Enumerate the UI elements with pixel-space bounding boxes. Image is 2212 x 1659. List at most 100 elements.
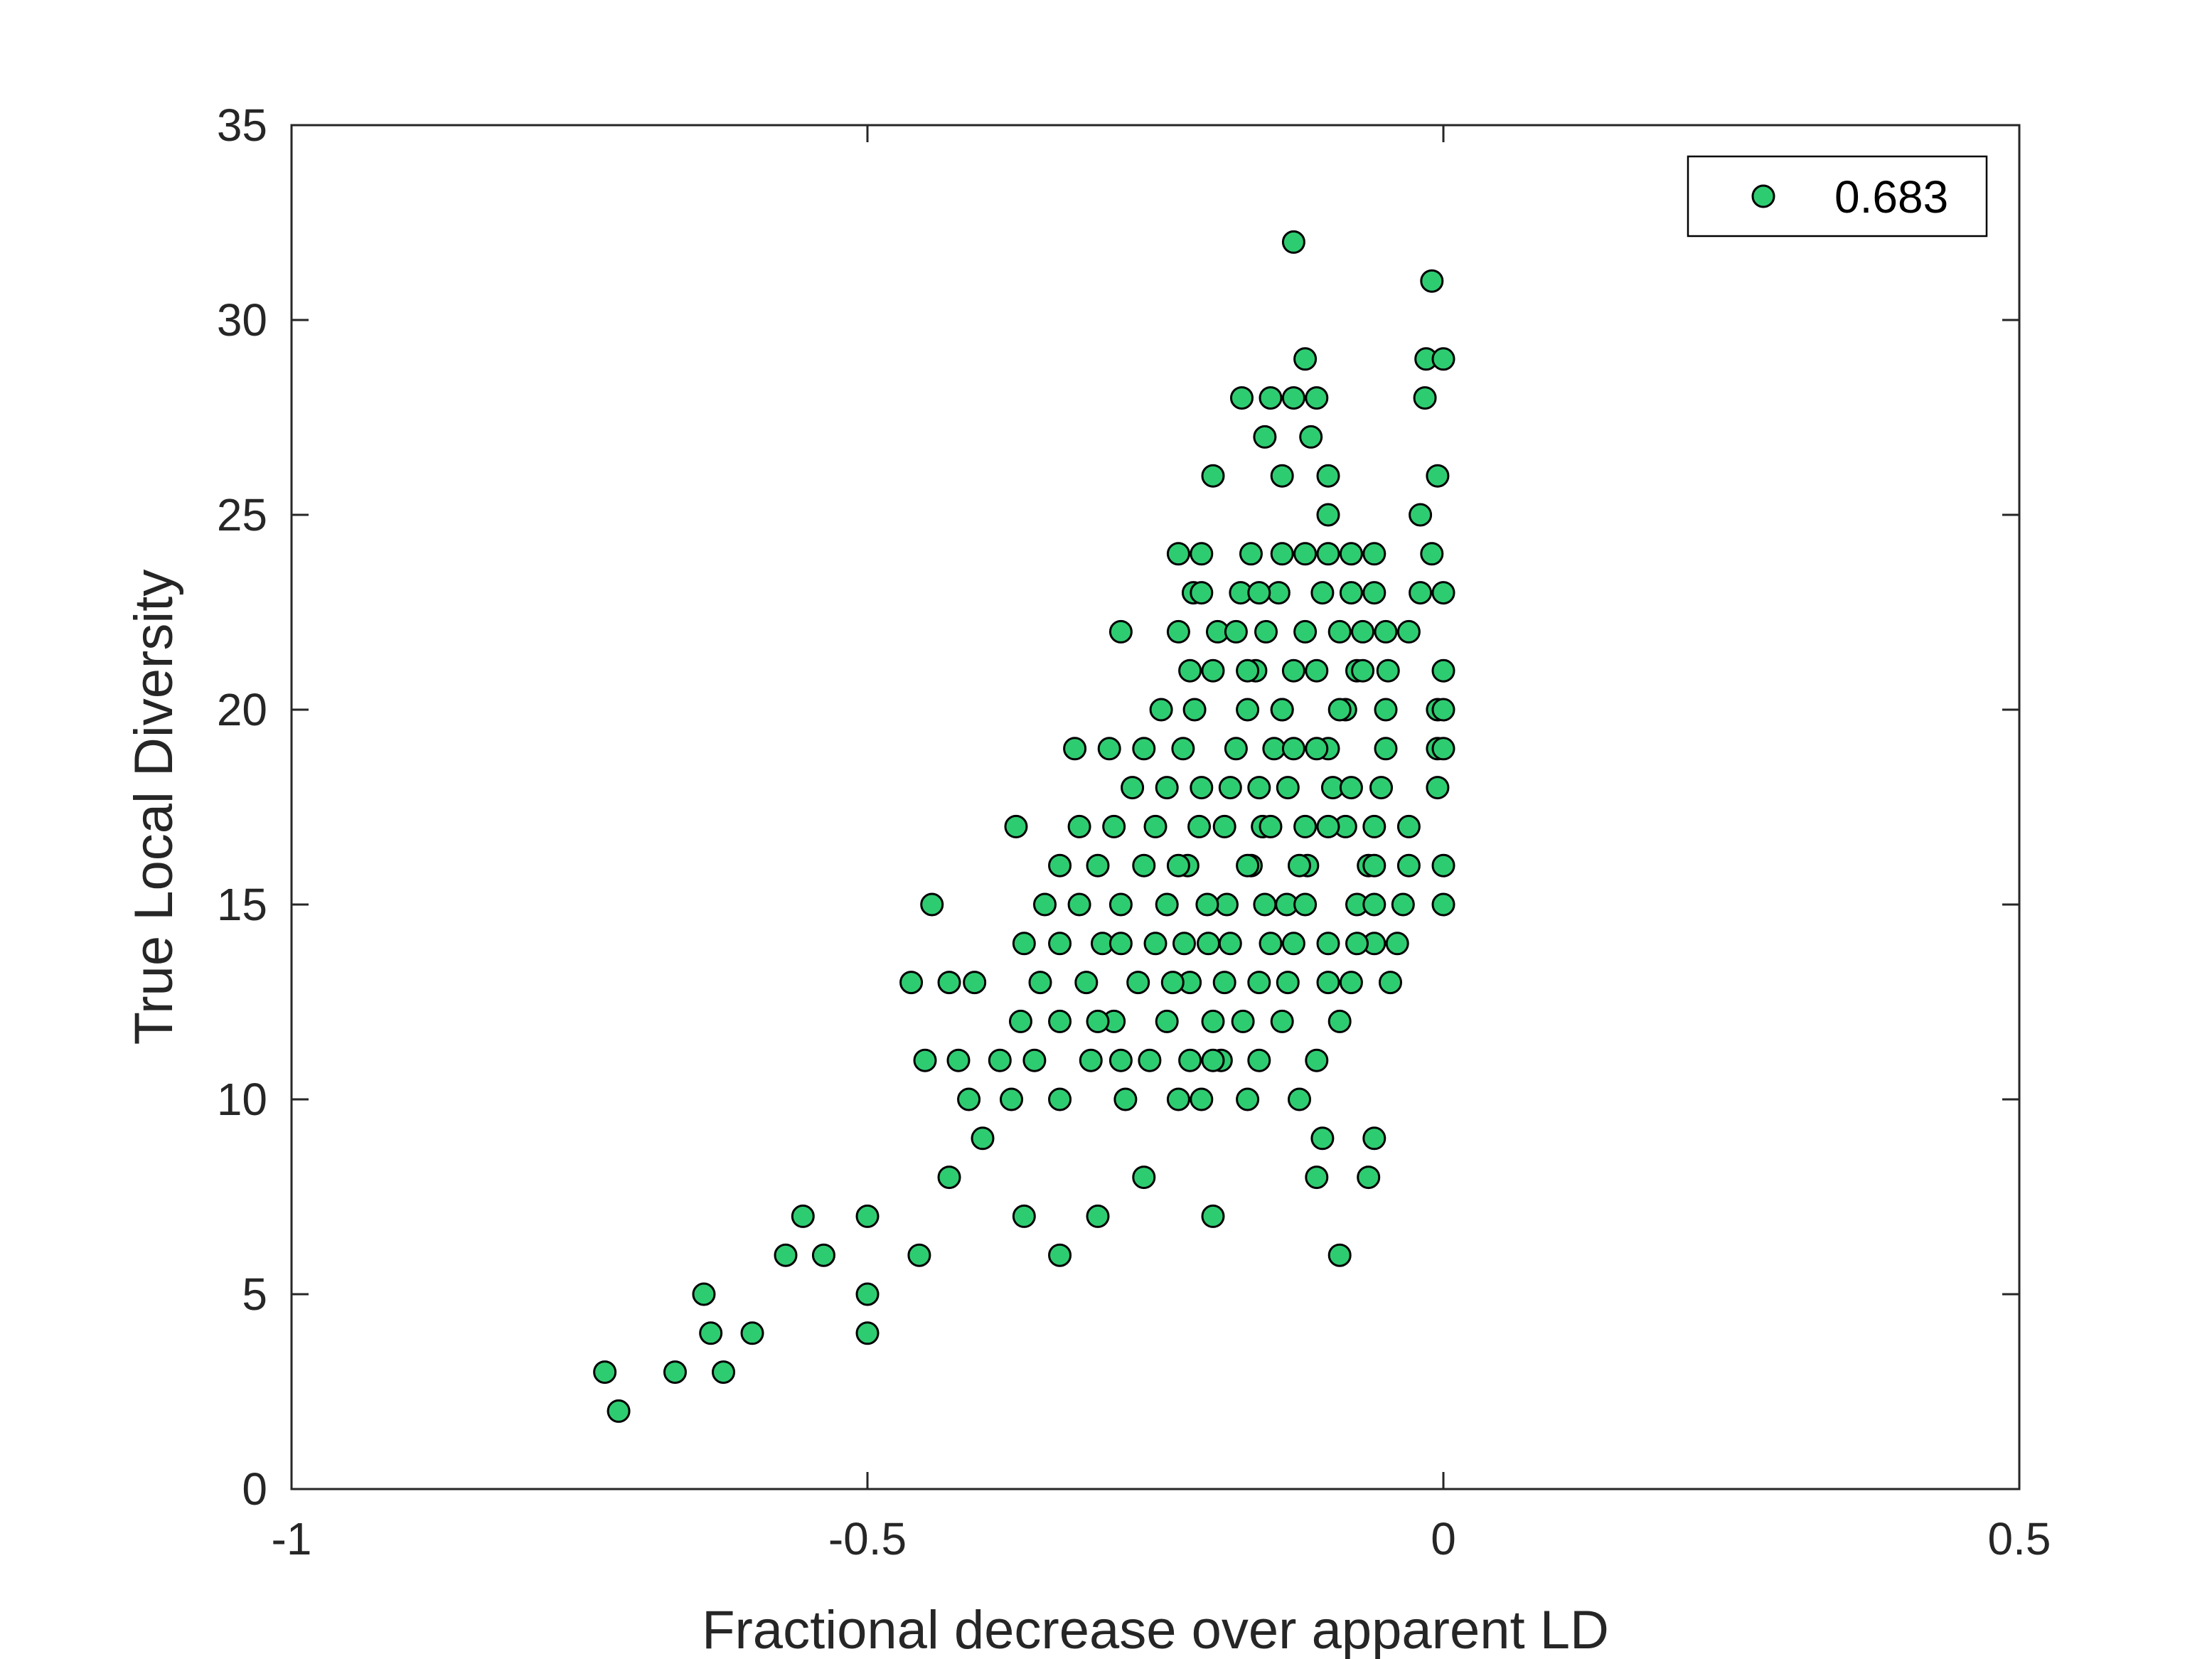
data-point [1012, 1204, 1036, 1228]
data-point [1253, 425, 1277, 449]
data-point [1171, 737, 1195, 761]
y-tick-label: 15 [217, 879, 267, 930]
data-point [1187, 814, 1212, 838]
data-point [1236, 658, 1260, 683]
data-point [1426, 464, 1450, 488]
data-point [1396, 814, 1421, 838]
data-point [1259, 386, 1283, 410]
data-point [1345, 932, 1369, 956]
data-point [1281, 230, 1305, 254]
axis-ticks: -1 -0.5 0 0.5 0 5 10 15 20 25 30 35 [217, 100, 2051, 1564]
data-point [1374, 737, 1398, 761]
data-point [1270, 1009, 1294, 1033]
data-point [1166, 619, 1190, 644]
data-point [1067, 814, 1091, 838]
data-point [1086, 1009, 1110, 1033]
x-tick-label: 0 [1431, 1513, 1456, 1564]
data-point [1316, 464, 1340, 488]
data-point [1004, 814, 1028, 838]
data-point [811, 1243, 835, 1267]
data-point [1270, 542, 1294, 566]
data-point [1293, 892, 1318, 917]
data-point [1420, 542, 1444, 566]
data-point [1253, 892, 1277, 917]
data-point [1391, 892, 1415, 917]
data-point [1212, 814, 1236, 838]
data-point [1012, 932, 1036, 956]
data-point [1327, 1009, 1352, 1033]
data-point [1351, 619, 1375, 644]
y-tick-label: 35 [217, 100, 267, 151]
plot-area [290, 124, 2021, 1490]
data-points [593, 230, 1455, 1423]
data-point [1396, 853, 1421, 877]
data-point [1339, 971, 1363, 995]
data-point [1385, 932, 1409, 956]
data-point [988, 1048, 1012, 1072]
data-point [1247, 971, 1271, 995]
data-point [1374, 698, 1398, 722]
data-point [1281, 737, 1305, 761]
data-point [1431, 892, 1455, 917]
data-point [1008, 1009, 1032, 1033]
data-point [1316, 542, 1340, 566]
data-point [1086, 1204, 1110, 1228]
data-point [1166, 853, 1190, 877]
data-point [1362, 542, 1386, 566]
data-point [1327, 698, 1352, 722]
data-point [937, 1165, 961, 1190]
data-point [1362, 853, 1386, 877]
data-point [1108, 892, 1133, 917]
data-point [1172, 932, 1196, 956]
data-point [957, 1087, 981, 1111]
data-point [1276, 971, 1300, 995]
data-point [1182, 698, 1207, 722]
data-point [1426, 776, 1450, 800]
data-point [1190, 776, 1214, 800]
data-point [1224, 619, 1248, 644]
data-point [971, 1126, 995, 1151]
data-point [607, 1399, 631, 1423]
data-point [1048, 853, 1072, 877]
data-point [1212, 971, 1236, 995]
legend-label: 0.683 [1834, 171, 1948, 223]
data-point [1231, 1009, 1255, 1033]
data-point [699, 1321, 723, 1345]
data-point [1132, 1165, 1156, 1190]
data-point [1431, 347, 1455, 371]
data-point [1247, 581, 1271, 605]
y-tick-label: 5 [242, 1269, 267, 1320]
x-tick-label: 0.5 [1988, 1513, 2051, 1564]
data-point [1190, 1087, 1214, 1111]
data-point [1048, 1243, 1072, 1267]
data-point [1316, 932, 1340, 956]
data-point [1236, 1087, 1260, 1111]
data-point [1166, 542, 1190, 566]
data-point [1113, 1087, 1138, 1111]
data-point [1201, 1048, 1225, 1072]
data-point [1063, 737, 1087, 761]
data-point [1230, 386, 1254, 410]
data-point [1305, 737, 1329, 761]
x-axis-label: Fractional decrease over apparent LD [702, 1600, 1609, 1659]
data-point [1259, 814, 1283, 838]
data-point [1351, 658, 1375, 683]
legend-box [1687, 155, 1988, 238]
data-point [1281, 932, 1305, 956]
data-point [1149, 698, 1173, 722]
data-point [946, 1048, 971, 1072]
data-point [937, 971, 961, 995]
data-point [1431, 853, 1455, 877]
data-point [1178, 1048, 1202, 1072]
data-point [740, 1321, 764, 1345]
y-tick-label: 10 [217, 1074, 267, 1125]
data-point [913, 1048, 937, 1072]
data-point [1218, 932, 1242, 956]
data-point [1281, 386, 1305, 410]
data-point [1420, 269, 1444, 293]
data-point [1305, 1048, 1329, 1072]
data-point [1376, 658, 1400, 683]
data-point [1236, 698, 1260, 722]
data-point [855, 1282, 880, 1306]
